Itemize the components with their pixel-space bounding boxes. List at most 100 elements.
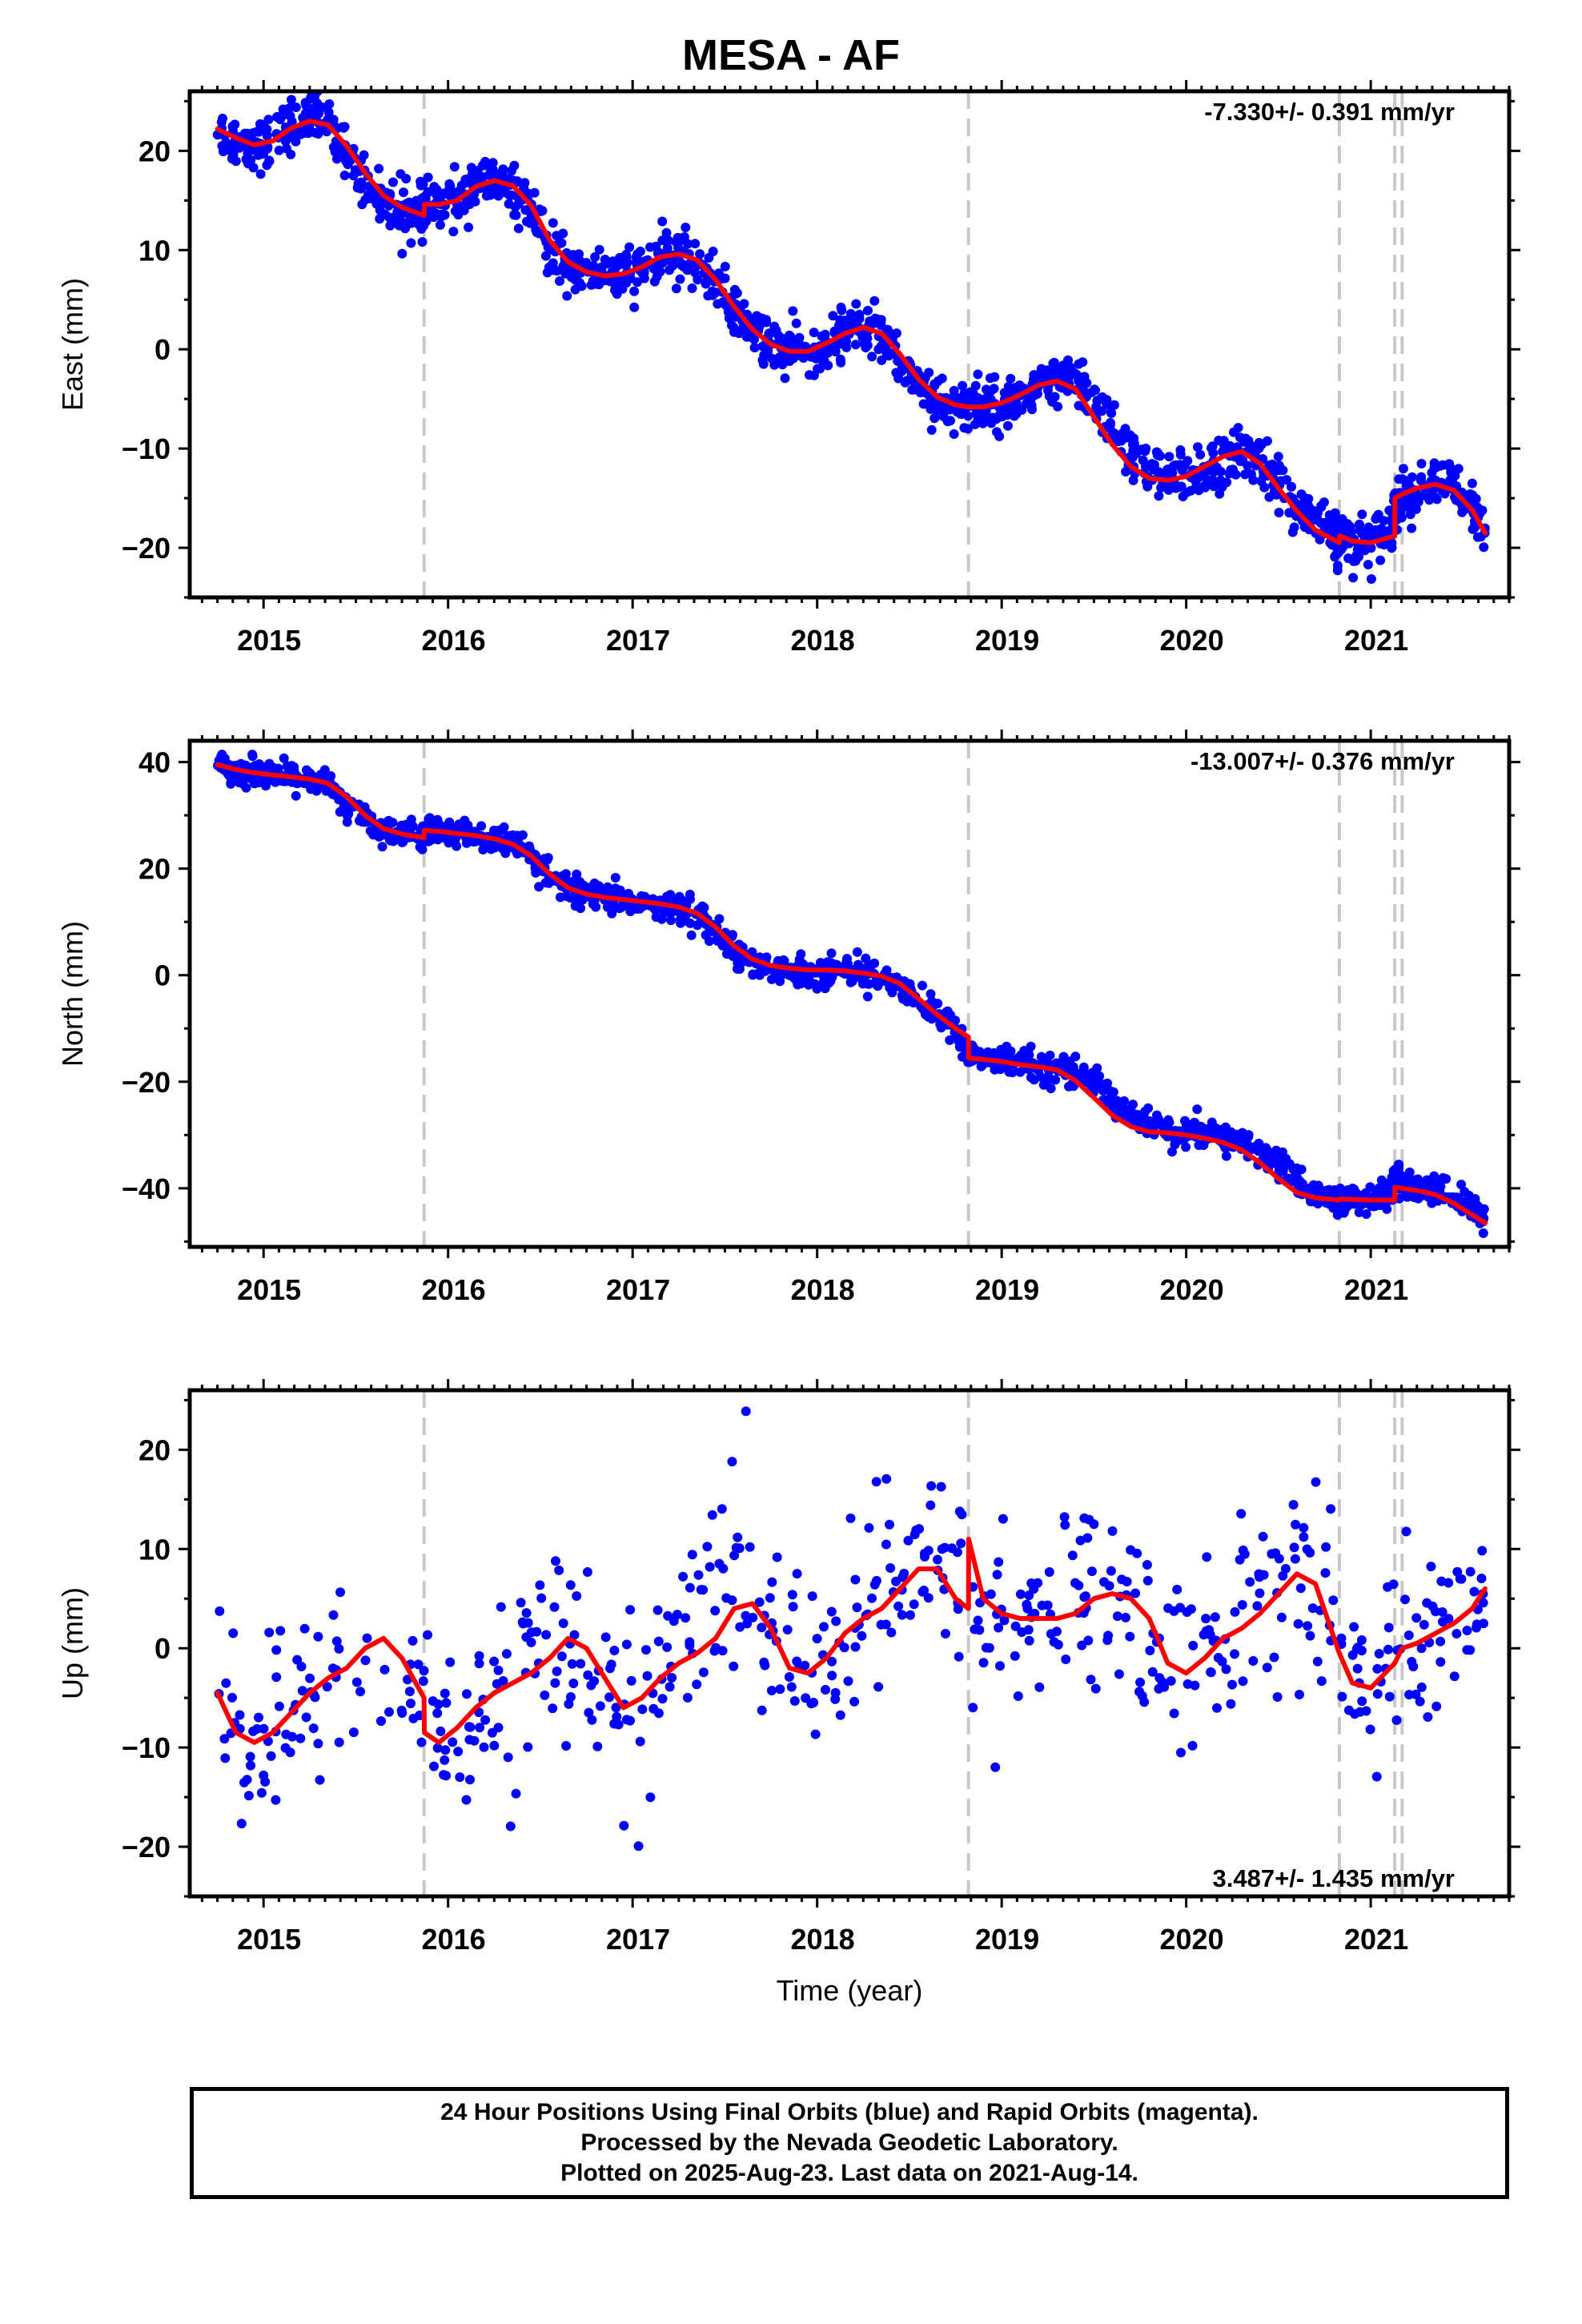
data-point bbox=[556, 1651, 567, 1662]
data-point bbox=[1231, 469, 1241, 480]
data-point bbox=[1119, 1096, 1130, 1106]
x-tick-label: 2020 bbox=[1160, 1923, 1224, 1956]
data-point bbox=[763, 346, 773, 356]
data-point bbox=[1465, 1566, 1476, 1577]
y-tick-label: 40 bbox=[139, 746, 171, 779]
data-point bbox=[940, 1542, 950, 1553]
data-point bbox=[221, 1678, 231, 1688]
data-point bbox=[351, 1677, 362, 1687]
data-point bbox=[685, 1582, 695, 1593]
data-point bbox=[653, 1636, 664, 1647]
data-point bbox=[1238, 455, 1248, 465]
data-point bbox=[1313, 1199, 1323, 1208]
data-point bbox=[1404, 501, 1415, 512]
data-point bbox=[999, 1615, 1010, 1626]
data-point bbox=[775, 1684, 785, 1695]
data-point bbox=[440, 1688, 450, 1699]
data-point bbox=[1010, 1621, 1021, 1631]
data-point bbox=[663, 235, 673, 246]
data-point bbox=[1130, 1588, 1141, 1598]
data-point bbox=[480, 838, 491, 849]
data-point bbox=[633, 1841, 644, 1852]
data-point bbox=[1172, 1584, 1182, 1594]
data-points bbox=[213, 750, 1489, 1238]
y-tick-label: 10 bbox=[139, 1533, 171, 1566]
data-point bbox=[678, 1571, 689, 1582]
data-point bbox=[1278, 465, 1288, 476]
data-point bbox=[1243, 436, 1254, 446]
data-point bbox=[1457, 507, 1468, 517]
data-point bbox=[918, 399, 929, 409]
data-point bbox=[1081, 1077, 1091, 1088]
data-point bbox=[828, 311, 838, 321]
data-point bbox=[448, 1737, 458, 1747]
x-tick-label: 2018 bbox=[791, 1273, 855, 1306]
data-point bbox=[873, 1682, 884, 1692]
data-point bbox=[1117, 1574, 1127, 1585]
data-point bbox=[1060, 1520, 1070, 1530]
data-point bbox=[254, 127, 264, 137]
data-point bbox=[465, 1775, 475, 1785]
data-point bbox=[416, 176, 426, 187]
data-point bbox=[685, 1637, 695, 1647]
data-point bbox=[849, 1696, 860, 1707]
data-point bbox=[1013, 1691, 1023, 1701]
data-point bbox=[1349, 1622, 1359, 1632]
data-point bbox=[1053, 401, 1063, 412]
data-point bbox=[974, 1625, 985, 1635]
data-point bbox=[583, 1670, 593, 1680]
data-point bbox=[661, 227, 672, 238]
data-point bbox=[1280, 1563, 1291, 1574]
data-point bbox=[274, 1701, 284, 1711]
data-point bbox=[1108, 1087, 1118, 1097]
data-point bbox=[489, 1740, 500, 1751]
data-point bbox=[1299, 493, 1310, 503]
data-point bbox=[827, 972, 837, 983]
data-point bbox=[1059, 1512, 1070, 1522]
data-point bbox=[440, 1745, 451, 1755]
data-point bbox=[246, 155, 256, 165]
data-point bbox=[705, 1562, 715, 1572]
data-point bbox=[812, 983, 822, 994]
data-point bbox=[441, 1698, 452, 1708]
data-point bbox=[733, 1532, 743, 1542]
data-point bbox=[1182, 456, 1193, 466]
data-point bbox=[1468, 524, 1478, 534]
y-tick-label: 20 bbox=[139, 1433, 171, 1466]
data-point bbox=[1103, 1630, 1114, 1641]
data-point bbox=[509, 160, 520, 171]
data-point bbox=[841, 342, 852, 352]
data-point bbox=[408, 1635, 418, 1646]
data-point bbox=[687, 283, 697, 293]
data-point bbox=[423, 1630, 432, 1640]
data-point bbox=[1092, 1063, 1102, 1073]
data-point bbox=[819, 1622, 829, 1632]
data-point bbox=[1356, 1646, 1367, 1656]
data-point bbox=[690, 239, 701, 249]
data-point bbox=[1363, 560, 1373, 569]
data-point bbox=[355, 1687, 365, 1697]
data-point bbox=[1434, 461, 1444, 471]
data-point bbox=[548, 218, 558, 228]
data-point bbox=[937, 373, 947, 384]
data-point bbox=[645, 242, 655, 252]
data-point bbox=[1398, 464, 1408, 474]
data-point bbox=[1275, 476, 1286, 486]
data-point bbox=[765, 1593, 775, 1603]
data-point bbox=[594, 244, 604, 255]
data-point bbox=[1038, 373, 1048, 384]
data-point bbox=[1478, 1228, 1488, 1238]
data-point bbox=[1182, 1119, 1192, 1129]
data-point bbox=[624, 242, 635, 252]
data-point bbox=[788, 306, 798, 316]
y-tick-label: −20 bbox=[122, 1831, 171, 1864]
data-point bbox=[822, 957, 833, 967]
data-point bbox=[322, 1682, 332, 1692]
rate-label: 3.487+/- 1.435 mm/yr bbox=[1213, 1864, 1455, 1892]
data-point bbox=[1452, 1629, 1462, 1638]
data-point bbox=[792, 1656, 802, 1667]
data-point bbox=[231, 141, 241, 151]
data-point bbox=[1263, 1153, 1273, 1164]
data-point bbox=[629, 302, 640, 312]
data-point bbox=[1207, 441, 1218, 452]
